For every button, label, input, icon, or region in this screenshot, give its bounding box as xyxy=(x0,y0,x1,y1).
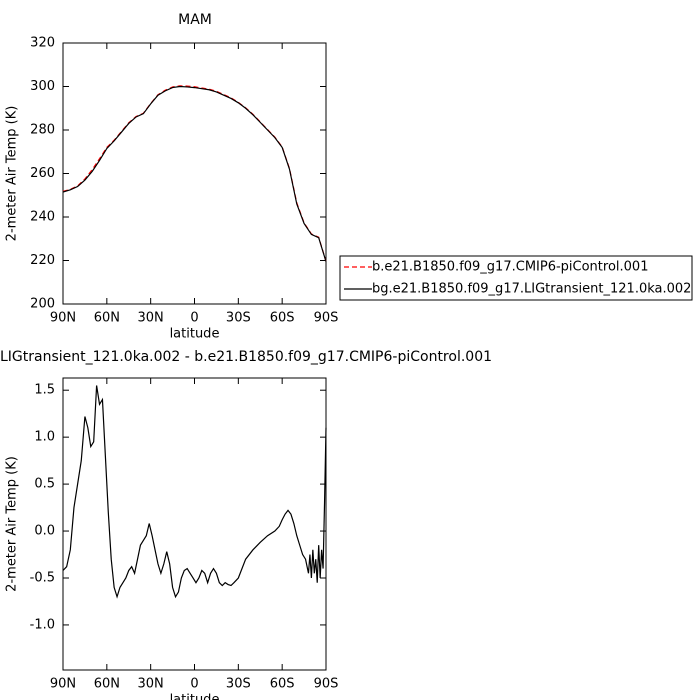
x-tick-label: 60N xyxy=(94,677,120,692)
y-tick-label: -0.5 xyxy=(30,570,55,585)
x-tick-label: 30N xyxy=(138,311,164,326)
x-tick-label: 60N xyxy=(94,311,120,326)
x-tick-label: 60S xyxy=(270,311,295,326)
y-axis-label: 2-meter Air Temp (K) xyxy=(5,456,20,592)
x-tick-label: 30S xyxy=(226,311,251,326)
x-tick-label: 0 xyxy=(190,677,198,692)
plot-frame xyxy=(62,377,327,671)
plot-frame xyxy=(62,42,327,305)
y-tick-label: 320 xyxy=(30,36,55,51)
x-tick-label: 0 xyxy=(190,311,198,326)
data-line xyxy=(62,85,327,262)
y-tick-label: -1.0 xyxy=(30,617,55,632)
x-tick-label: 90S xyxy=(314,677,339,692)
data-line xyxy=(62,85,327,262)
y-tick-label: 240 xyxy=(30,210,55,225)
x-tick-label: 90S xyxy=(314,311,339,326)
y-tick-label: 200 xyxy=(30,297,55,312)
y-tick-label: 0.5 xyxy=(34,477,55,492)
y-tick-label: 0.0 xyxy=(34,524,55,539)
x-tick-label: 30S xyxy=(226,677,251,692)
legend-label: bg.e21.B1850.f09_g17.LIGtransient_121.0k… xyxy=(372,282,691,297)
legend-box xyxy=(339,255,693,301)
x-axis-label: latitude xyxy=(170,327,220,342)
x-tick-label: 90N xyxy=(50,677,76,692)
y-tick-label: 1.5 xyxy=(34,383,55,398)
data-line xyxy=(62,385,327,599)
y-tick-label: 280 xyxy=(30,123,55,138)
y-axis-label: 2-meter Air Temp (K) xyxy=(5,106,20,242)
chart-title: MAM xyxy=(178,12,212,28)
x-tick-label: 30N xyxy=(138,677,164,692)
y-tick-label: 1.0 xyxy=(34,430,55,445)
chart-title: LIGtransient_121.0ka.002 - b.e21.B1850.f… xyxy=(0,349,492,365)
x-tick-label: 90N xyxy=(50,311,76,326)
x-axis-label: latitude xyxy=(170,693,220,700)
x-tick-label: 60S xyxy=(270,677,295,692)
legend-label: b.e21.B1850.f09_g17.CMIP6-piControl.001 xyxy=(372,260,648,275)
y-tick-label: 220 xyxy=(30,253,55,268)
y-tick-label: 300 xyxy=(30,79,55,94)
y-tick-label: 260 xyxy=(30,166,55,181)
